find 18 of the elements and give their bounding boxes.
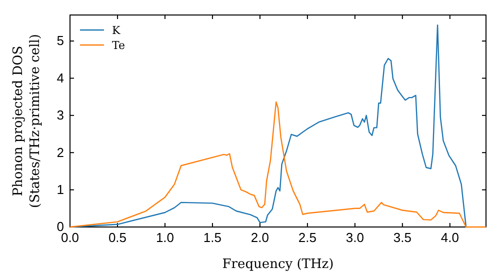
x-axis-title: Frequency (THz)	[222, 257, 334, 272]
x-tick-label: 2.5	[298, 230, 316, 246]
legend-label: Te	[112, 39, 125, 52]
y-tick-label: 5	[56, 33, 64, 48]
x-tick-label: 1.5	[203, 230, 222, 246]
x-tick-label: 3.5	[393, 230, 412, 246]
y-tick-label: 4	[56, 70, 64, 86]
legend-label: K	[112, 24, 121, 37]
line-series	[69, 101, 487, 228]
x-tick-label: 0.5	[108, 230, 127, 246]
y-tick-label: 3	[56, 108, 64, 123]
y-axis-title: Phonon projected DOS (States/THz·primitive cell)	[11, 34, 43, 208]
x-tick-label: 2.0	[250, 230, 269, 246]
x-tick-label: 4.0	[440, 230, 459, 246]
x-tick-label: 1.0	[156, 230, 174, 246]
y-tick-label: 2	[56, 144, 64, 160]
y-tick-label: 1	[56, 182, 64, 197]
x-tick-label: 3.0	[346, 230, 364, 246]
